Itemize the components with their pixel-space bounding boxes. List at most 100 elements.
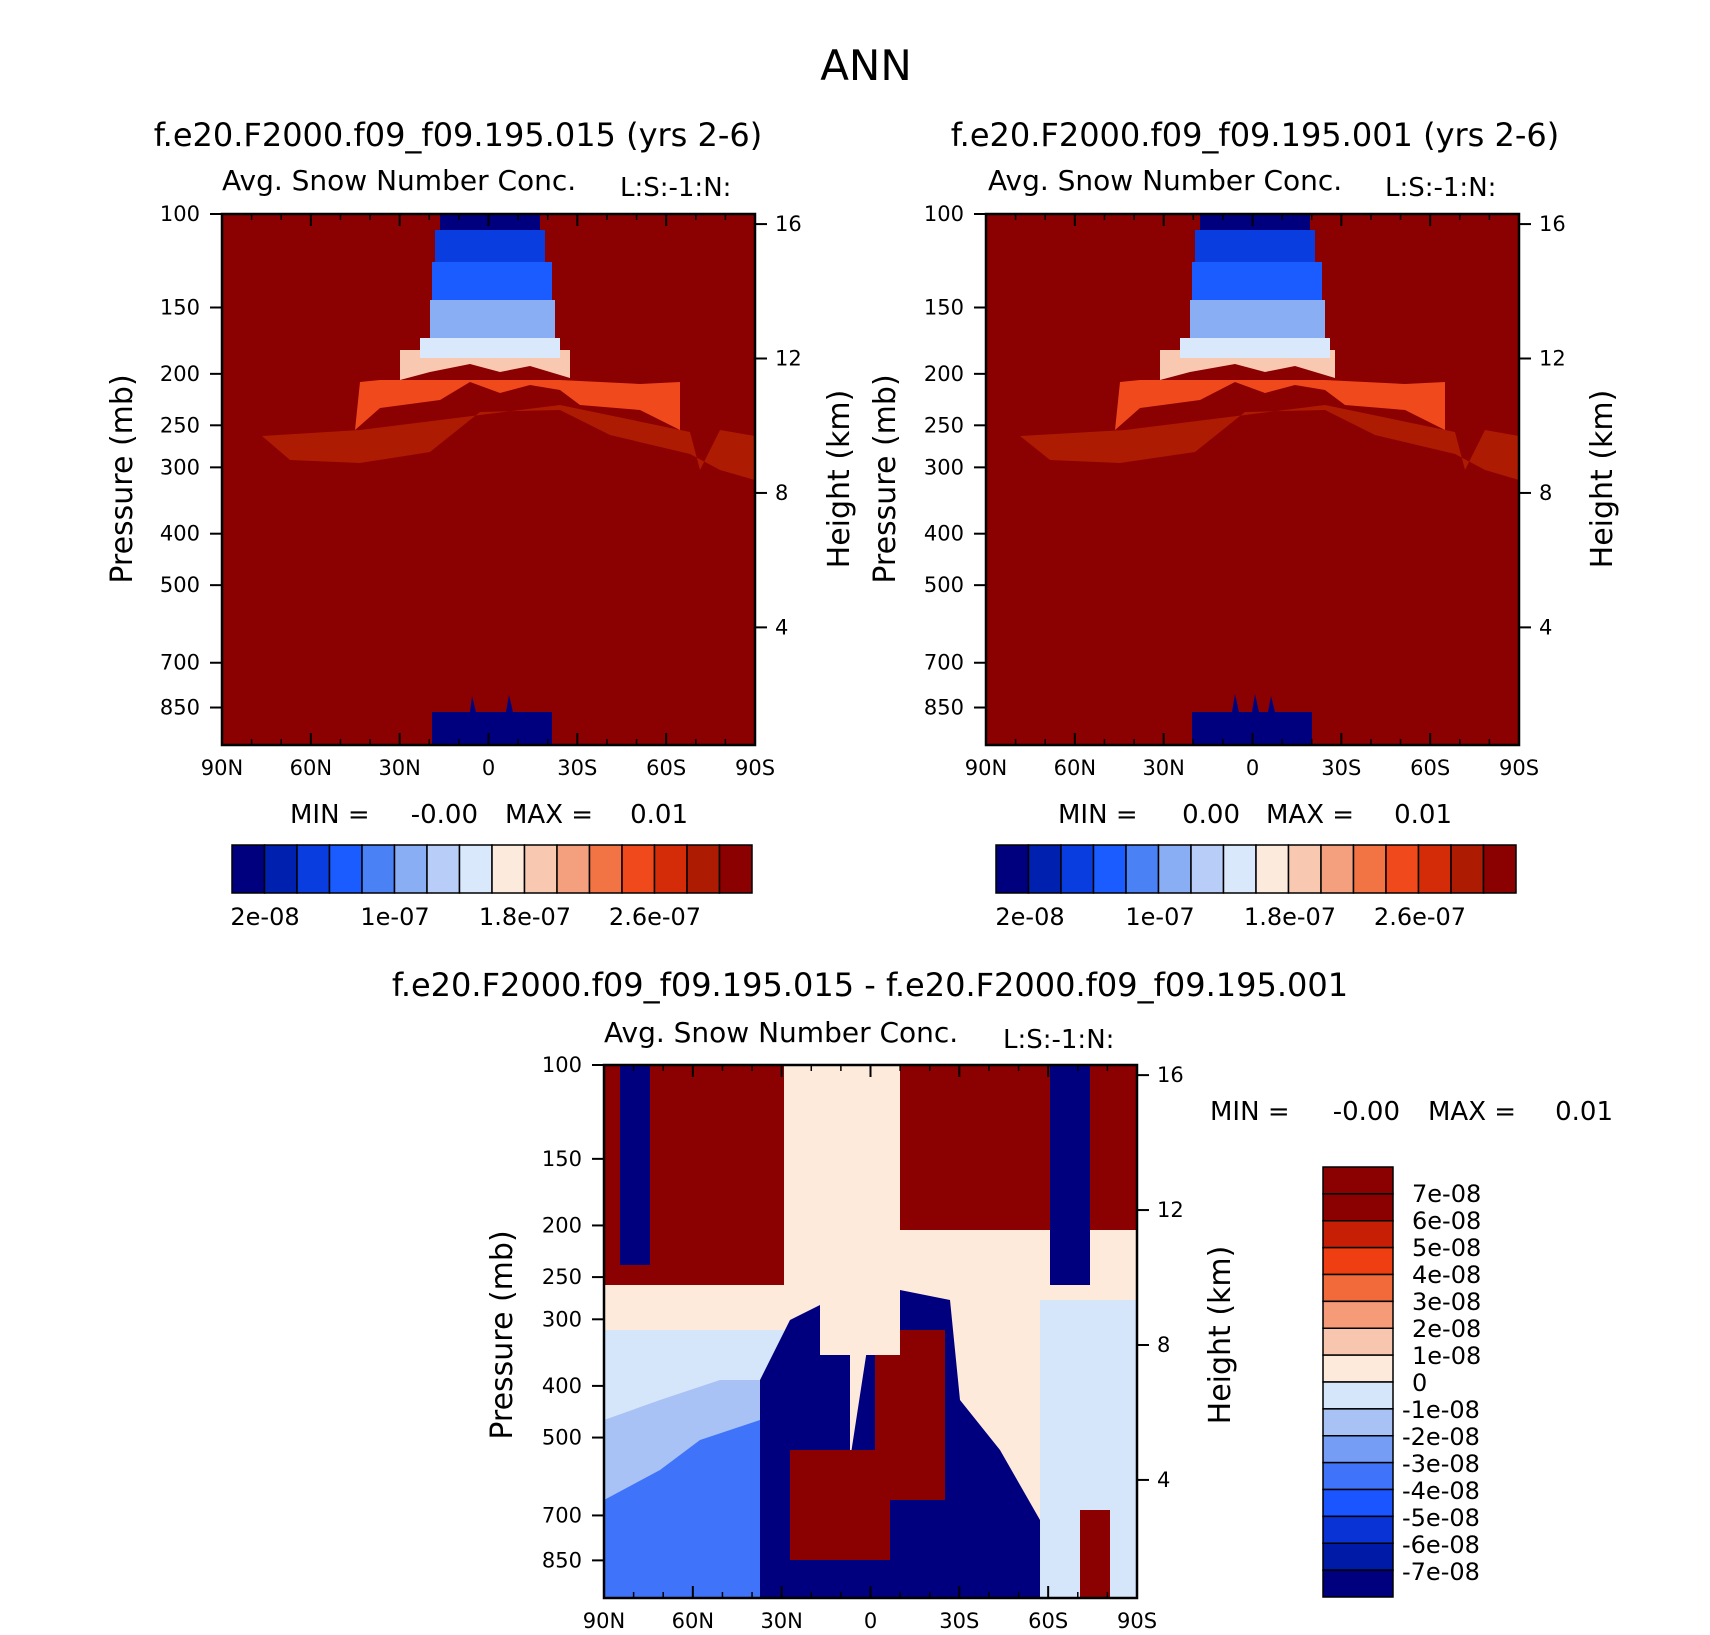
x-tick-label: 30N [760,1609,802,1631]
axis-ticks: 90N 60N 30N 0 30S 60S 90S 100 150 200 250 300 400 500… [542,1053,1184,1633]
panel-subtitle: Avg. Snow Number Conc. [604,1016,958,1049]
y2-tick-label: 8 [775,481,788,505]
upper-blue-3 [435,230,545,262]
panel-subtitle: Avg. Snow Number Conc. [988,164,1342,197]
x-tick-label: 0 [1246,756,1259,780]
colorbar-swatch [556,844,591,894]
y-tick-label: 100 [160,202,200,226]
upper-blue-1 [1190,300,1325,338]
panel-model-001: f.e20.F2000.f09_f09.195.001 (yrs 2-6) Av… [868,116,1620,931]
min-value: 0.00 [1182,800,1240,830]
colorbar-label: -4e-08 [1402,1477,1480,1505]
colorbar-label: 1e-08 [1412,1342,1481,1370]
colorbar-label: 2.6e-07 [1374,903,1466,931]
y-tick-label: 300 [160,455,200,479]
colorbar-label: 1e-07 [1125,903,1194,931]
y-tick-label: 100 [924,202,964,226]
y-tick-label: 850 [160,696,200,720]
panel-subtitle-right: L:S:-1:N: [1385,173,1496,203]
y2label: Height (km) [822,390,857,569]
y2-tick-label: 16 [1157,1063,1184,1087]
max-value: 0.01 [1555,1097,1613,1127]
y2-tick-label: 8 [1157,1333,1170,1357]
x-tick-label: 90N [583,1609,625,1631]
y2-tick-label: 16 [1539,212,1566,236]
y-tick-label: 250 [924,413,964,437]
y-tick-label: 150 [160,296,200,320]
colorbar-swatch [1322,1569,1394,1598]
y2-tick-label: 4 [775,615,788,639]
colorbar-swatch [328,844,363,894]
upper-blue-4 [1200,214,1310,230]
colorbar-label: 2e-08 [995,903,1064,931]
max-value: 0.01 [630,800,688,830]
max-label: MAX = [505,800,593,830]
x-tick-label: 60N [1054,756,1096,780]
upper-blue-1 [430,300,555,338]
min-label: MIN = [1058,800,1138,830]
y2-tick-label: 12 [775,347,802,371]
x-tick-label: 30S [557,756,597,780]
colorbar-swatch [1222,844,1257,894]
y-tick-label: 150 [924,296,964,320]
colorbar-swatch [1092,844,1127,894]
colorbar-swatch [1417,844,1452,894]
y2-tick-label: 16 [775,212,802,236]
y-tick-label: 200 [160,362,200,386]
ylabel: Pressure (mb) [868,374,903,583]
panel-subtitle-right: L:S:-1:N: [620,173,731,203]
panel-subtitle-right: L:S:-1:N: [1003,1025,1114,1055]
colorbar-label: 7e-08 [1412,1180,1481,1208]
colorbar-swatch [1255,844,1290,894]
upper-blue-3 [1195,230,1315,262]
colorbar-swatch [1125,844,1160,894]
colorbar-swatch [1322,1515,1394,1544]
x-tick-label: 0 [482,756,495,780]
colorbar-swatch [1322,1542,1394,1571]
y-tick-label: 250 [542,1265,582,1289]
y-tick-label: 700 [924,651,964,675]
colorbar-label: 1.8e-07 [1244,903,1336,931]
colorbar-label: -3e-08 [1402,1450,1480,1478]
colorbar-swatch [1322,1246,1394,1276]
panel-model-015: f.e20.F2000.f09_f09.195.015 (yrs 2-6) Av… [105,116,857,931]
x-tick-label: 60S [1410,756,1450,780]
y-tick-label: 400 [542,1374,582,1398]
upper-blue-2 [432,262,552,300]
colorbar-swatch [1190,844,1225,894]
upper-tropo-band [262,405,755,480]
ylabel: Pressure (mb) [105,374,140,583]
colorbar-label: 2.6e-07 [609,903,701,931]
x-tick-label: 0 [864,1609,877,1631]
y-tick-label: 300 [542,1307,582,1331]
panel-difference: f.e20.F2000.f09_f09.195.015 - f.e20.F200… [392,966,1613,1633]
x-tick-label: 90N [965,756,1007,780]
colorbar-swatch [1450,844,1485,894]
colorbar-label: -1e-08 [1402,1396,1480,1424]
surface-blue [432,712,552,745]
axis-ticks: 90N 60N 30N 0 30S 60S 90S 100 150 200 250 300 400 500… [924,202,1566,780]
y-tick-label: 500 [924,573,964,597]
y-tick-label: 850 [924,696,964,720]
figure-title: ANN [820,41,912,90]
colorbar-label: -7e-08 [1402,1558,1480,1586]
min-value: -0.00 [1333,1097,1400,1127]
colorbar-swatch [1287,844,1322,894]
y-tick-label: 250 [160,413,200,437]
colorbar-label: 2e-08 [1412,1315,1481,1343]
central-red-lower [790,1450,890,1560]
colorbar-label: 6e-08 [1412,1207,1481,1235]
colorbar-swatch [296,844,331,894]
y2label: Height (km) [1203,1246,1238,1425]
colorbar-swatch [1322,1273,1394,1303]
colorbar-label: 1e-07 [360,903,429,931]
upper-right-blue-streaks [1050,1065,1090,1285]
colorbar-swatch [686,844,721,894]
x-tick-label: 30N [1142,756,1184,780]
y2-tick-label: 4 [1539,615,1552,639]
colorbar-swatch [1322,1435,1394,1464]
x-tick-label: 90N [201,756,243,780]
colorbar-swatch [1322,1327,1394,1356]
upper-tropo-band-orange [355,380,680,430]
